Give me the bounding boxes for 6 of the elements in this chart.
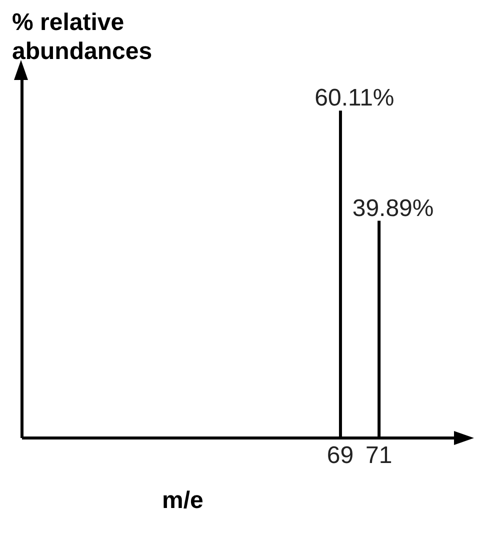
x-axis-title: m/e [162,487,204,514]
data-label: 60.11% [314,84,394,112]
x-tick-label: 71 [365,442,392,470]
y-axis-title: % relative abundances [12,8,154,66]
data-label: 39.89% [352,194,434,222]
x-tick-label: 69 [326,442,354,470]
